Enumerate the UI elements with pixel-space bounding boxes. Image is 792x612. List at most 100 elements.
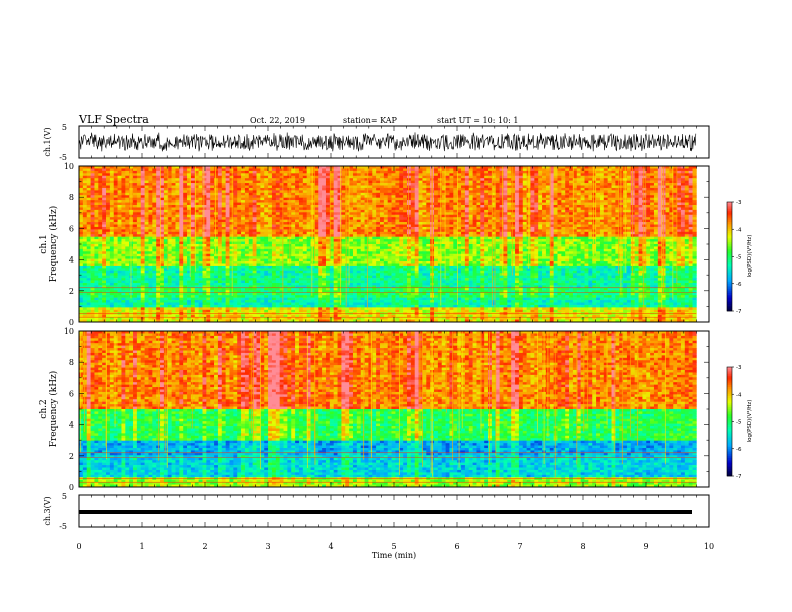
spectrogram-cell bbox=[295, 195, 300, 198]
spectrogram-cell bbox=[673, 192, 678, 196]
spectrogram-cell bbox=[453, 209, 458, 213]
spectrogram-cell bbox=[121, 195, 126, 198]
spectrogram-cell bbox=[395, 166, 400, 169]
spectrogram-cell bbox=[356, 185, 361, 189]
spectrogram-cell bbox=[534, 212, 539, 216]
spectrogram-cell bbox=[256, 190, 261, 194]
spectrogram-cell bbox=[306, 202, 311, 206]
spectrogram-cell bbox=[202, 180, 207, 184]
spectrogram-cell bbox=[136, 207, 142, 211]
spectrogram-cell bbox=[86, 173, 91, 177]
spectrogram-cell bbox=[125, 207, 130, 211]
spectrogram-cell bbox=[387, 190, 392, 194]
spectrogram-cell bbox=[499, 202, 504, 206]
spectrogram-cell bbox=[534, 234, 539, 237]
spectrogram-cell bbox=[545, 222, 551, 225]
spectrogram-cell bbox=[684, 183, 689, 186]
spectrogram-cell bbox=[395, 178, 400, 181]
spectrogram-cell bbox=[187, 168, 192, 172]
spectrogram-cell bbox=[90, 224, 95, 228]
spectrogram-cell bbox=[379, 209, 385, 213]
spectrogram-cell bbox=[175, 173, 180, 177]
spectrogram-cell bbox=[90, 217, 95, 220]
spectrogram-cell bbox=[399, 205, 404, 208]
spectrogram-cell bbox=[596, 236, 601, 240]
spectrogram-cell bbox=[148, 214, 153, 218]
spectrogram-cell bbox=[677, 226, 682, 230]
spectrogram-cell bbox=[202, 205, 207, 208]
spectrogram-cell bbox=[615, 183, 620, 186]
spectrogram-cell bbox=[445, 192, 450, 196]
spectrogram-cell bbox=[206, 236, 211, 240]
spectrogram-cell bbox=[260, 219, 265, 223]
spectrogram-cell bbox=[279, 192, 284, 196]
spectrogram-cell bbox=[171, 209, 176, 213]
spectrogram-cell bbox=[291, 175, 296, 179]
spectrogram-cell bbox=[171, 214, 176, 218]
spectrogram-cell bbox=[372, 200, 377, 203]
spectrogram-cell bbox=[596, 214, 601, 218]
spectrogram-cell bbox=[229, 231, 234, 235]
spectrogram-cell bbox=[387, 192, 392, 196]
spectrogram-cell bbox=[306, 185, 311, 189]
spectrogram-cell bbox=[684, 192, 689, 196]
spectrogram-cell bbox=[360, 222, 365, 225]
spectrogram-cell bbox=[210, 195, 215, 198]
spectrogram-cell bbox=[503, 187, 508, 191]
spectrogram-cell bbox=[121, 217, 126, 220]
spectrogram-cell bbox=[553, 207, 558, 211]
spectrogram-cell bbox=[422, 234, 427, 237]
spectrogram-cell bbox=[677, 197, 682, 201]
spectrogram-cell bbox=[190, 190, 196, 194]
spectrogram-cell bbox=[572, 195, 578, 198]
spectrogram-cell bbox=[692, 226, 697, 230]
spectrogram-cell bbox=[233, 187, 238, 191]
spectrogram-cell bbox=[241, 195, 246, 198]
spectrogram-cell bbox=[518, 180, 524, 184]
spectrogram-cell bbox=[233, 236, 238, 240]
spectrogram-cell bbox=[136, 192, 142, 196]
spectrogram-cell bbox=[275, 187, 280, 191]
spectrogram-cell bbox=[341, 175, 346, 179]
spectrogram-cell bbox=[214, 173, 219, 177]
spectrogram-cell bbox=[291, 183, 296, 186]
spectrogram-cell bbox=[453, 170, 458, 174]
spectrogram-cell bbox=[287, 207, 292, 211]
spectrogram-cell bbox=[530, 231, 535, 235]
spectrogram-cell bbox=[684, 168, 689, 172]
spectrogram-cell bbox=[345, 183, 350, 186]
spectrogram-cell bbox=[86, 192, 91, 196]
spectrogram-cell bbox=[650, 209, 655, 213]
spectrogram-cell bbox=[576, 168, 581, 172]
spectrogram-cell bbox=[368, 192, 373, 196]
spectrogram-cell bbox=[522, 197, 527, 201]
spectrogram-cell bbox=[206, 239, 211, 242]
spectrogram-cell bbox=[399, 234, 404, 237]
spectrogram-cell bbox=[206, 205, 211, 208]
spectrogram-cell bbox=[364, 180, 369, 184]
spectrogram-cell bbox=[98, 205, 103, 208]
spectrogram-cell bbox=[410, 197, 416, 201]
spectrogram-cell bbox=[322, 187, 327, 191]
spectrogram-cell bbox=[576, 229, 581, 233]
spectrogram-cell bbox=[673, 185, 678, 189]
spectrogram-cell bbox=[175, 234, 180, 237]
spectrogram-cell bbox=[260, 229, 265, 233]
spectrogram-cell bbox=[379, 166, 385, 169]
spectrogram-cell bbox=[484, 205, 489, 208]
spectrogram-cell bbox=[318, 173, 323, 177]
spectrogram-cell bbox=[244, 180, 250, 184]
spectrogram-cell bbox=[607, 178, 612, 181]
spectrogram-cell bbox=[538, 217, 543, 220]
spectrogram-cell bbox=[503, 166, 508, 169]
spectrogram-cell bbox=[379, 222, 385, 225]
spectrogram-cell bbox=[680, 226, 686, 230]
spectrogram-cell bbox=[584, 224, 589, 228]
spectrogram-cell bbox=[688, 173, 693, 177]
spectrogram-cell bbox=[584, 185, 589, 189]
spectrogram-cell bbox=[102, 214, 107, 218]
spectrogram-cell bbox=[187, 222, 192, 225]
spectrogram-cell bbox=[368, 197, 373, 201]
spectrogram-cell bbox=[275, 214, 280, 218]
spectrogram-cell bbox=[160, 222, 165, 225]
